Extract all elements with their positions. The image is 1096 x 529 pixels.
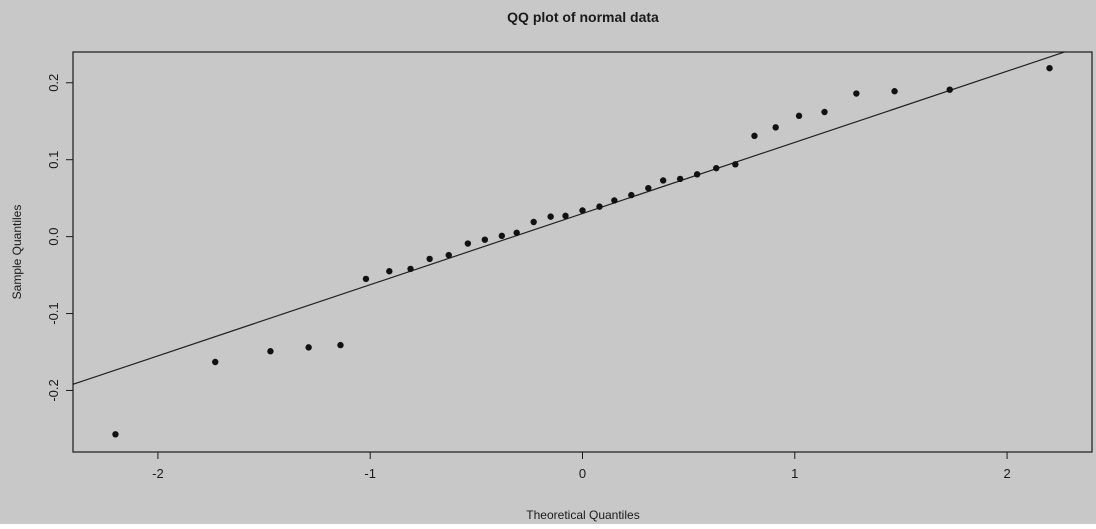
x-tick-label: -1	[364, 466, 376, 481]
data-point	[407, 265, 414, 273]
x-tick-label: -2	[152, 466, 164, 481]
data-point	[676, 175, 684, 183]
y-tick-label: -0.2	[46, 379, 61, 401]
y-tick-label: 0.1	[46, 151, 61, 169]
data-point	[445, 251, 452, 259]
y-tick-label: -0.1	[46, 302, 61, 324]
data-point	[305, 344, 312, 351]
x-tick-label: 0	[579, 466, 586, 481]
data-point	[530, 218, 537, 226]
data-point	[547, 213, 554, 220]
y-axis: -0.2 -0.1 0.0 0.1 0.2	[46, 74, 73, 402]
y-axis-label: Sample Quantiles	[10, 205, 24, 300]
data-point	[795, 112, 803, 120]
x-tick-label: 1	[791, 466, 798, 481]
x-tick-label: 2	[1003, 466, 1010, 481]
data-point	[772, 124, 779, 131]
data-point	[212, 358, 219, 366]
data-point	[611, 197, 618, 204]
chart-title: QQ plot of normal data	[507, 9, 659, 25]
data-point	[732, 161, 739, 168]
x-axis: -2 -1 0 1 2	[152, 452, 1011, 481]
data-point	[579, 207, 586, 214]
data-point	[853, 90, 860, 97]
data-point	[821, 108, 828, 116]
data-points	[112, 64, 1053, 438]
data-point	[513, 229, 520, 236]
data-point	[267, 348, 274, 355]
data-point	[112, 431, 119, 438]
data-point	[659, 177, 667, 184]
data-point	[498, 232, 506, 240]
data-point	[751, 132, 758, 140]
y-tick-label: 0.2	[46, 74, 61, 92]
data-point	[1046, 64, 1053, 72]
data-point	[362, 275, 370, 283]
data-point	[891, 88, 898, 95]
y-tick-label: 0.0	[46, 228, 61, 246]
data-point	[337, 341, 344, 349]
data-point	[481, 236, 489, 243]
data-point	[562, 212, 569, 220]
data-point	[426, 255, 433, 263]
data-point	[596, 203, 603, 210]
x-axis-label: Theoretical Quantiles	[526, 508, 639, 522]
data-point	[693, 171, 701, 178]
data-point	[946, 86, 953, 93]
data-point	[713, 164, 720, 172]
data-point	[628, 191, 635, 199]
data-point	[464, 240, 472, 247]
data-point	[645, 184, 652, 192]
data-point	[386, 268, 393, 275]
